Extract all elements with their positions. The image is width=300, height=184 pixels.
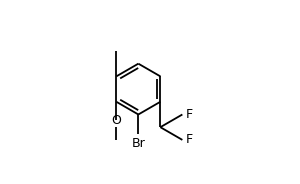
Text: F: F — [185, 108, 193, 121]
Text: Br: Br — [131, 137, 145, 150]
Text: F: F — [185, 133, 193, 146]
Text: O: O — [111, 114, 121, 127]
